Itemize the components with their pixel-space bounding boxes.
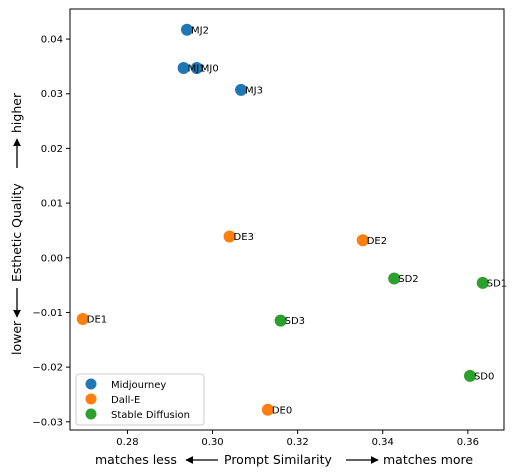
point-label: SD2 — [398, 274, 418, 285]
legend: Midjourney Dall-E Stable Diffusion — [75, 373, 205, 426]
point-label: DE2 — [367, 236, 387, 247]
y-axis-title-center: Esthetic Quality — [9, 183, 24, 282]
y-axis: −0.03 −0.02 −0.01 0.00 0.01 0.02 0.03 0.04 — [32, 35, 70, 428]
x-tick-label: 0.28 — [116, 437, 138, 448]
x-axis-title-left: matches less — [95, 452, 177, 467]
y-tick-label: −0.03 — [32, 417, 63, 428]
point-label: SD3 — [285, 316, 305, 327]
point-label: SD0 — [474, 371, 494, 382]
x-axis: 0.28 0.30 0.32 0.34 0.36 — [116, 430, 479, 448]
legend-marker-midjourney — [85, 378, 97, 390]
legend-label-midjourney: Midjourney — [111, 380, 166, 391]
point-dall-e — [356, 234, 369, 247]
point-label: MJ3 — [245, 85, 263, 96]
x-axis-title-center: Prompt Similarity — [224, 452, 333, 467]
point-midjourney — [235, 83, 248, 96]
point-label: DE1 — [87, 315, 107, 326]
point-dall-e — [76, 313, 89, 326]
y-tick-label: 0.04 — [41, 35, 63, 46]
y-tick-label: 0.03 — [41, 89, 63, 100]
x-tick-label: 0.32 — [287, 437, 309, 448]
legend-marker-stable-diffusion — [85, 408, 97, 420]
y-tick-label: 0.02 — [41, 144, 63, 155]
point-label: DE0 — [272, 405, 292, 416]
point-stable-diffusion — [388, 272, 401, 285]
y-axis-title: lower Esthetic Quality higher — [9, 92, 24, 355]
legend-label-stable-diffusion: Stable Diffusion — [111, 410, 190, 421]
legend-marker-dall-e — [85, 393, 97, 405]
y-tick-label: −0.01 — [32, 308, 63, 319]
x-tick-label: 0.30 — [201, 437, 223, 448]
point-dall-e — [223, 230, 236, 243]
y-tick-label: −0.02 — [32, 363, 63, 374]
point-label: SD1 — [487, 278, 507, 289]
y-axis-title-top: higher — [9, 92, 24, 133]
point-dall-e — [261, 403, 274, 416]
point-midjourney — [190, 62, 203, 75]
point-stable-diffusion — [463, 369, 476, 382]
y-tick-label: 0.01 — [41, 199, 63, 210]
x-axis-title-right: matches more — [383, 452, 473, 467]
legend-label-dall-e: Dall-E — [111, 395, 140, 406]
point-midjourney — [181, 23, 194, 36]
x-tick-label: 0.34 — [372, 437, 394, 448]
point-stable-diffusion — [274, 314, 287, 327]
point-midjourney — [177, 62, 190, 75]
point-label: MJ0 — [201, 64, 219, 75]
y-axis-title-bottom: lower — [9, 320, 24, 355]
x-axis-title: matches less Prompt Similarity matches m… — [95, 452, 473, 467]
point-label: MJ2 — [191, 25, 209, 36]
plot-area — [69, 8, 505, 431]
y-tick-label: 0.00 — [41, 253, 63, 264]
point-label: DE3 — [234, 232, 254, 243]
point-label: MJ1 — [188, 64, 206, 75]
x-tick-label: 0.36 — [457, 437, 479, 448]
point-stable-diffusion — [476, 276, 489, 289]
legend-box — [75, 373, 205, 426]
